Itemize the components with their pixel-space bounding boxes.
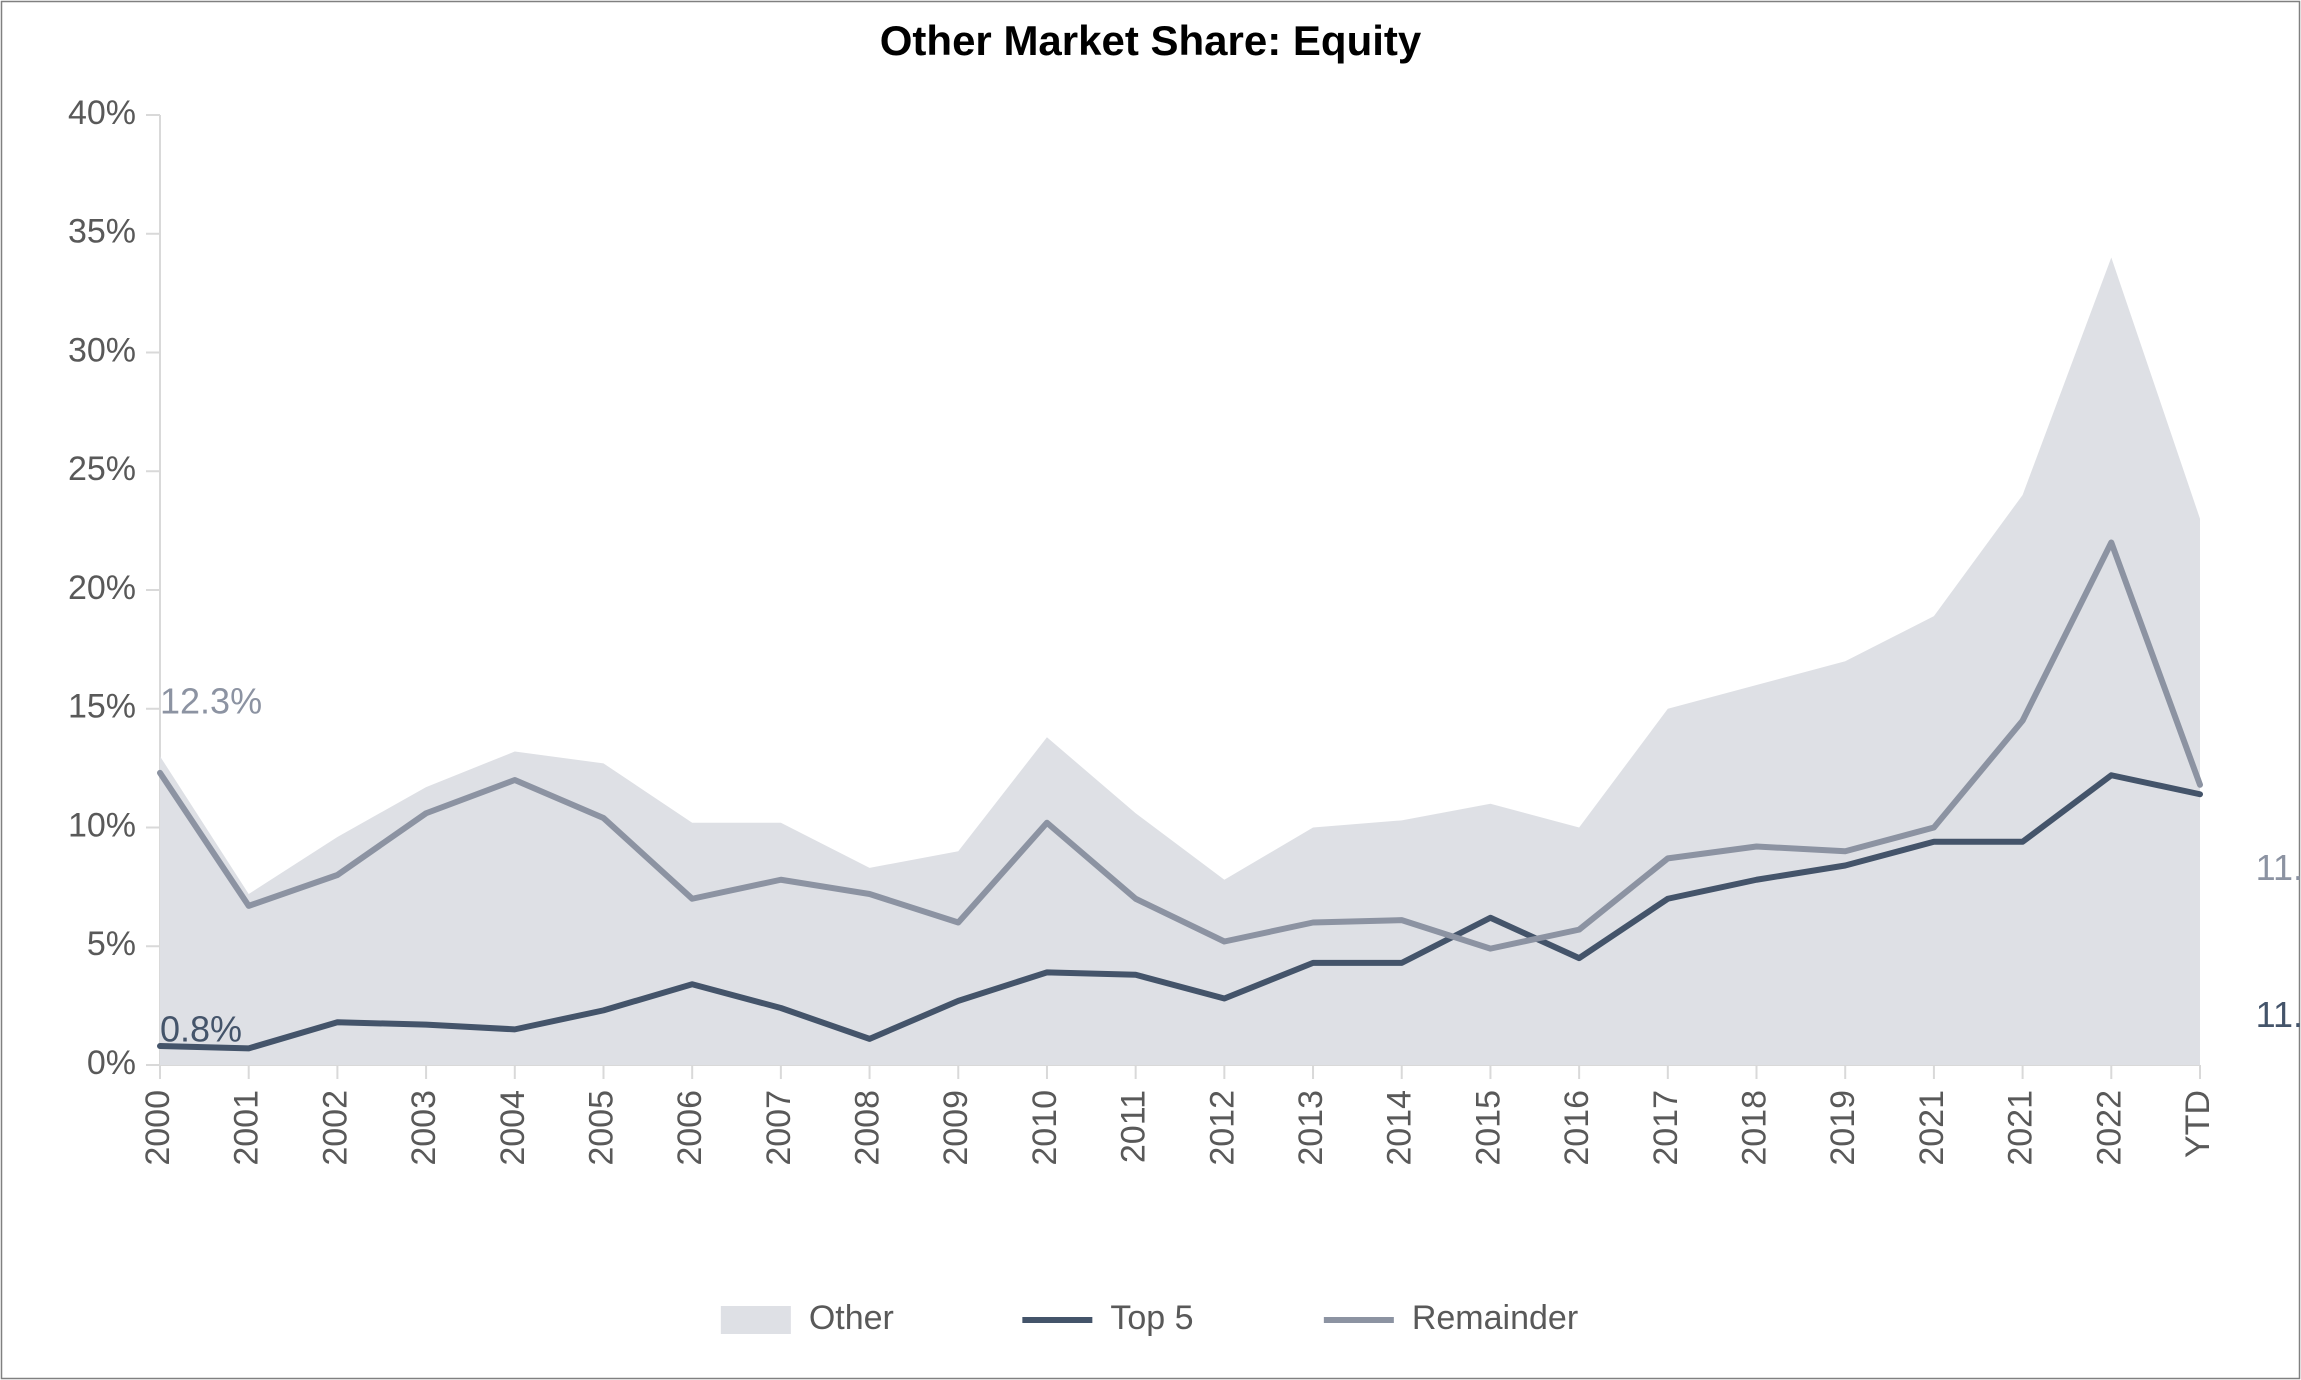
x-tick-label: 2000 bbox=[139, 1090, 177, 1166]
x-tick-label: 2011 bbox=[1115, 1090, 1153, 1163]
x-tick-label-group: 2016 bbox=[1558, 1090, 1596, 1166]
x-tick-label-group: 2014 bbox=[1381, 1090, 1419, 1166]
x-tick-label: 2001 bbox=[228, 1090, 266, 1166]
x-tick-label-group: 2019 bbox=[1824, 1090, 1862, 1166]
x-tick-label-group: 2013 bbox=[1292, 1090, 1330, 1166]
x-tick-label-group: 2022 bbox=[2090, 1090, 2128, 1166]
x-tick-label-group: 2005 bbox=[582, 1090, 620, 1166]
legend-label: Remainder bbox=[1412, 1299, 1578, 1337]
x-tick-label-group: 2015 bbox=[1469, 1090, 1507, 1166]
x-tick-label-group: 2012 bbox=[1203, 1090, 1241, 1166]
legend-swatch-area bbox=[721, 1306, 791, 1334]
legend-label: Top 5 bbox=[1110, 1299, 1193, 1337]
x-tick-label: 2021 bbox=[1913, 1090, 1951, 1166]
y-tick-label: 10% bbox=[68, 806, 136, 844]
x-tick-label-group: 2004 bbox=[494, 1090, 532, 1166]
x-tick-label: 2003 bbox=[405, 1090, 443, 1166]
y-tick-label: 5% bbox=[87, 925, 136, 963]
x-tick-label-group: 2021 bbox=[1913, 1090, 1951, 1166]
x-tick-label: 2014 bbox=[1381, 1090, 1419, 1166]
x-tick-label-group: 2003 bbox=[405, 1090, 443, 1166]
x-tick-label: 2006 bbox=[671, 1090, 709, 1166]
x-tick-label: 2005 bbox=[582, 1090, 620, 1166]
y-tick-label: 25% bbox=[68, 450, 136, 488]
x-tick-label: 2013 bbox=[1292, 1090, 1330, 1166]
y-tick-label: 15% bbox=[68, 688, 136, 726]
x-tick-label: 2018 bbox=[1736, 1090, 1774, 1166]
x-tick-label-group: 2002 bbox=[316, 1090, 354, 1166]
y-tick-label: 40% bbox=[68, 94, 136, 132]
x-tick-label-group: 2009 bbox=[937, 1090, 975, 1166]
x-tick-label: 2016 bbox=[1558, 1090, 1596, 1166]
x-tick-label: 2017 bbox=[1647, 1090, 1685, 1166]
x-tick-label: 2021 bbox=[2002, 1090, 2040, 1166]
x-tick-label-group: 2008 bbox=[849, 1090, 887, 1166]
x-tick-label-group: 2021 bbox=[2002, 1090, 2040, 1166]
data-label-top-5: 0.8% bbox=[160, 1008, 242, 1049]
x-tick-label: 2015 bbox=[1469, 1090, 1507, 1166]
x-tick-label-group: 2018 bbox=[1736, 1090, 1774, 1166]
y-tick-label: 35% bbox=[68, 213, 136, 251]
x-tick-label-group: 2017 bbox=[1647, 1090, 1685, 1166]
x-tick-label-group: 2010 bbox=[1026, 1090, 1064, 1166]
chart-container: Other Market Share: Equity 0% 5% 10% 15% 20% 2… bbox=[0, 0, 2301, 1380]
x-tick-label: 2004 bbox=[494, 1090, 532, 1166]
x-tick-label-group: 2006 bbox=[671, 1090, 709, 1166]
x-tick-label: 2019 bbox=[1824, 1090, 1862, 1166]
x-tick-label: 2002 bbox=[316, 1090, 354, 1166]
x-tick-label: 2008 bbox=[849, 1090, 887, 1166]
legend: Other Top 5 Remainder bbox=[721, 1299, 1578, 1337]
chart-svg: Other Market Share: Equity 0% 5% 10% 15% 20% 2… bbox=[0, 0, 2301, 1380]
chart-title: Other Market Share: Equity bbox=[880, 17, 1422, 64]
x-tick-label-group: 2007 bbox=[760, 1090, 798, 1166]
x-tick-label-group: YTD bbox=[2179, 1090, 2217, 1158]
x-tick-label: 2010 bbox=[1026, 1090, 1064, 1166]
x-tick-label: 2009 bbox=[937, 1090, 975, 1166]
legend-label: Other bbox=[809, 1299, 894, 1337]
y-tick-label: 30% bbox=[68, 331, 136, 369]
y-tick-label: 0% bbox=[87, 1044, 136, 1082]
x-tick-label: 2022 bbox=[2090, 1090, 2128, 1166]
x-tick-label-group: 2000 bbox=[139, 1090, 177, 1166]
y-tick-label: 20% bbox=[68, 569, 136, 607]
x-tick-label: 2012 bbox=[1203, 1090, 1241, 1166]
x-tick-label-group: 2011 bbox=[1115, 1090, 1153, 1163]
data-label-remainder: 11.8% bbox=[2256, 847, 2301, 888]
x-tick-label: YTD bbox=[2179, 1090, 2217, 1158]
data-label-remainder: 12.3% bbox=[160, 681, 262, 722]
data-label-top-5: 11.4% bbox=[2256, 994, 2301, 1035]
x-tick-label-group: 2001 bbox=[228, 1090, 266, 1166]
x-tick-label: 2007 bbox=[760, 1090, 798, 1166]
